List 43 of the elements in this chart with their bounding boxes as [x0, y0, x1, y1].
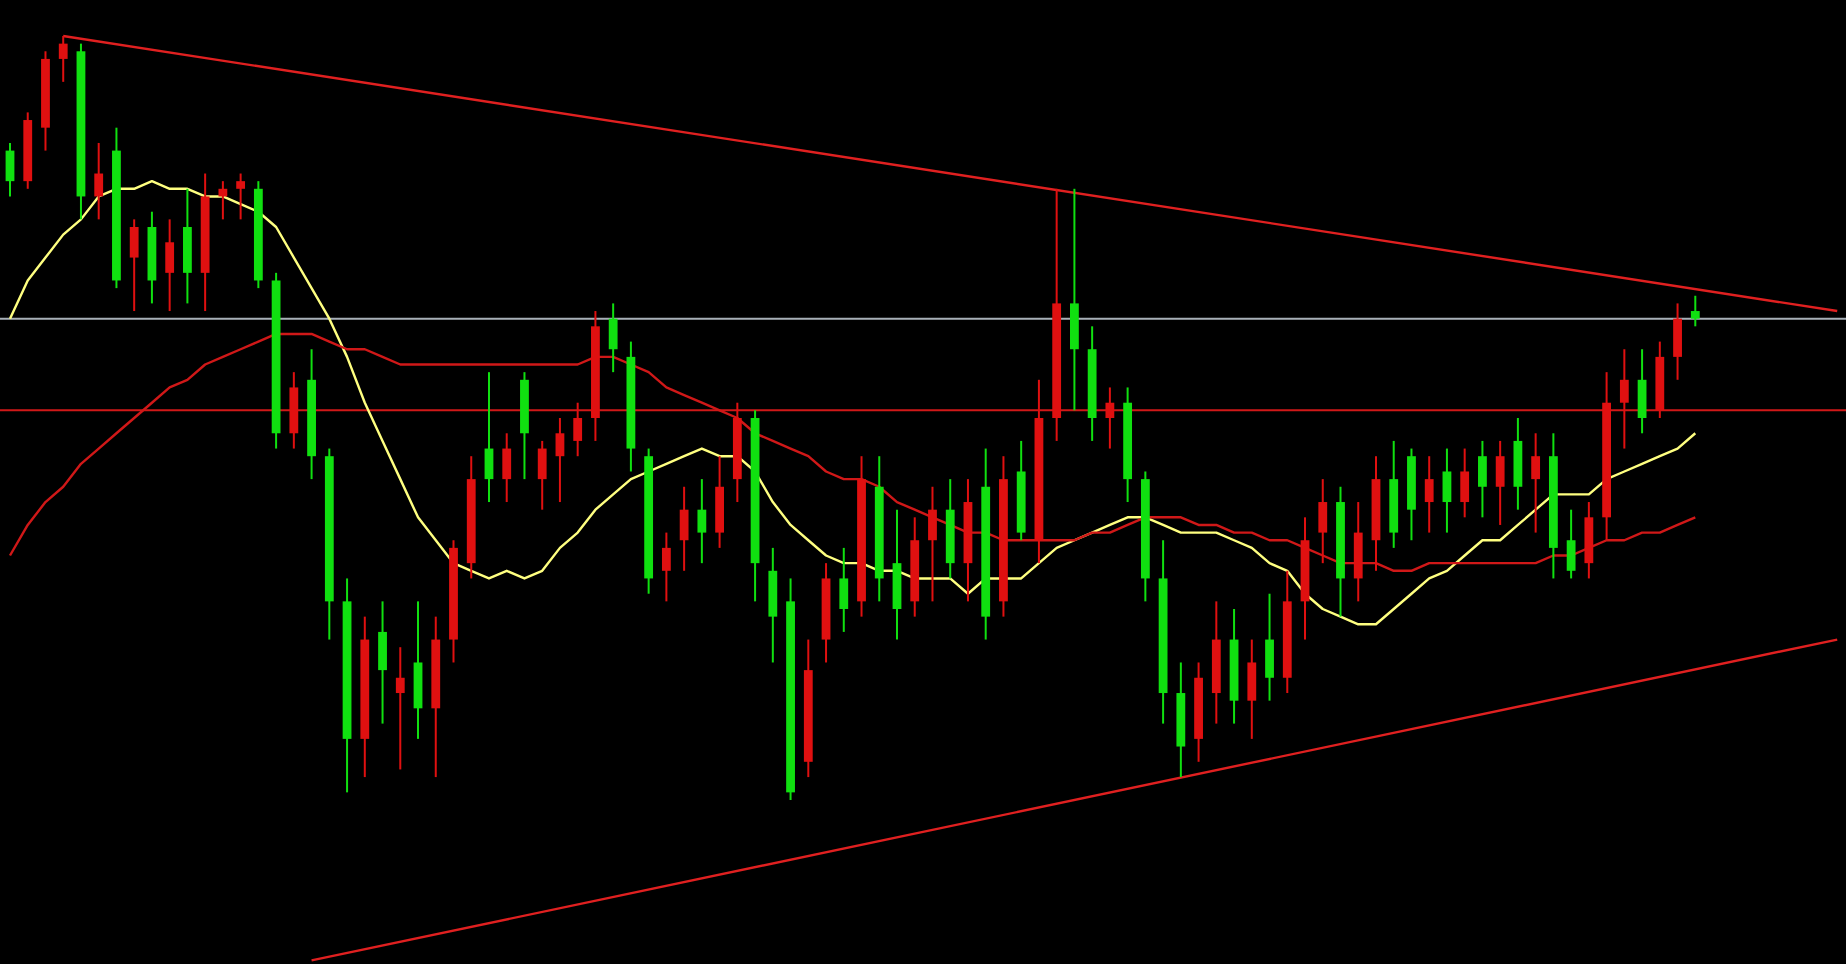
candlestick: [1460, 447, 1470, 519]
candlestick: [1531, 432, 1541, 534]
candlestick: [165, 218, 175, 313]
candlestick: [58, 35, 68, 83]
candlestick: [768, 546, 778, 664]
candlestick: [928, 485, 937, 603]
candlestick: [378, 600, 387, 725]
candlestick: [1478, 439, 1487, 519]
candlestick: [555, 417, 565, 504]
candlestick: [289, 371, 299, 450]
candlestick: [218, 180, 228, 221]
candlestick: [129, 218, 139, 313]
candlestick: [1690, 294, 1700, 328]
candlestick: [413, 600, 423, 740]
candlestick: [715, 455, 724, 549]
candlestick: [1105, 386, 1115, 450]
candlestick: [1637, 348, 1647, 435]
candlestick: [1673, 302, 1682, 381]
candlestick: [1265, 592, 1274, 702]
candlestick: [236, 172, 246, 221]
candlestick: [1495, 439, 1505, 526]
candlestick: [537, 439, 547, 511]
candlestick: [1619, 348, 1629, 450]
candlestick: [608, 302, 618, 374]
candlestick: [661, 531, 671, 603]
candlestick: [679, 485, 689, 572]
candlestick: [839, 546, 849, 633]
candlestick: [1584, 501, 1594, 580]
candlestick: [1070, 187, 1079, 412]
candlestick: [697, 478, 707, 565]
candlestick: [573, 401, 583, 458]
candlestick: [395, 646, 405, 771]
candlestick: [94, 141, 104, 221]
candlestick: [502, 432, 512, 504]
candlestick: [892, 508, 902, 641]
candlestick: [1513, 417, 1523, 511]
candlestick: [1247, 638, 1257, 740]
candlestick: [1318, 478, 1328, 565]
candlestick: [183, 187, 192, 305]
candlestick: [1566, 508, 1576, 580]
candlestick: [1424, 455, 1434, 534]
candlestick: [1442, 447, 1452, 534]
candlestick: [1353, 501, 1363, 603]
